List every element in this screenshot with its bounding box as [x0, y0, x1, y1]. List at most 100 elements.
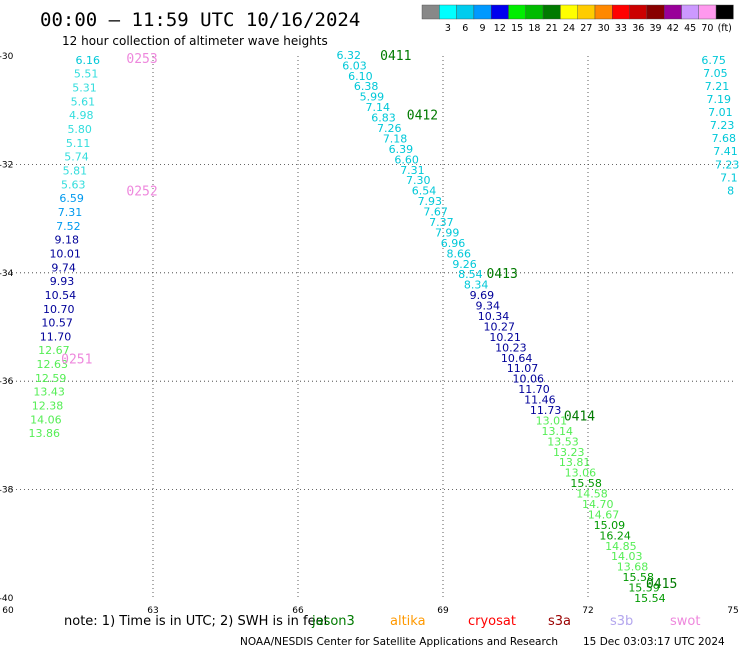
- wave-height-value: 7.31: [58, 206, 83, 219]
- wave-height-value: 8.66: [447, 247, 472, 260]
- wave-height-value: 12.63: [37, 358, 69, 371]
- legend-swatch: [560, 4, 578, 20]
- satellite-name: s3b: [610, 614, 633, 629]
- wave-height-value: 4.98: [69, 109, 94, 122]
- wave-height-value: 16.24: [599, 529, 631, 542]
- wave-height-value: 6.03: [342, 59, 367, 72]
- wave-height-value: 5.99: [360, 91, 385, 104]
- wave-height-value: 6.59: [59, 192, 84, 205]
- wave-height-value: 10.70: [43, 303, 75, 316]
- wave-height-value: 14.67: [588, 508, 620, 521]
- wave-height-value: 9.69: [470, 289, 495, 302]
- legend-swatch: [525, 4, 544, 20]
- satellite-list: jason3 altika cryosat s3a s3b swot: [311, 614, 700, 629]
- wave-height-value: 11.73: [530, 404, 562, 417]
- wave-height-value: 15.58: [623, 571, 655, 584]
- x-tick-label: 60: [2, 606, 14, 616]
- legend-swatch: [508, 4, 526, 20]
- chart-title: 00:00 – 11:59 UTC 10/16/2024: [40, 9, 360, 31]
- legend-swatch: [594, 4, 613, 20]
- wave-height-value: 7.30: [406, 174, 431, 187]
- wave-height-value: 13.81: [559, 456, 591, 469]
- satellite-name: cryosat: [468, 614, 516, 629]
- wave-height-value: 7.18: [383, 132, 408, 145]
- y-tick-label: -38: [0, 486, 14, 496]
- wave-height-value: 11.07: [507, 362, 539, 375]
- wave-height-value: 14.58: [576, 488, 608, 501]
- legend-label: 42: [667, 23, 679, 34]
- wave-height-value: 5.80: [67, 123, 92, 136]
- wave-height-value: 7.31: [400, 164, 425, 177]
- wave-height-value: 9.26: [452, 258, 477, 271]
- legend-label: 45: [684, 23, 696, 34]
- legend-swatch: [421, 4, 440, 20]
- wave-height-value: 7.19: [706, 93, 731, 106]
- wave-height-value: 7.1: [720, 171, 738, 184]
- wave-height-value: 9.74: [51, 261, 76, 274]
- y-tick-label: -40: [0, 594, 14, 604]
- wave-height-value: 8: [727, 184, 734, 197]
- wave-height-value: 9.18: [55, 234, 80, 247]
- x-tick-label: 69: [437, 606, 449, 616]
- wave-height-value: 12.38: [32, 400, 64, 413]
- legend-label: 39: [650, 23, 662, 34]
- pass-time-label: 0411: [380, 49, 411, 64]
- wave-height-value: 15.54: [634, 592, 666, 605]
- legend-swatch: [715, 4, 734, 20]
- wave-height-value: 5.11: [66, 137, 91, 150]
- legend-label: 33: [615, 23, 627, 34]
- wave-height-value: 7.67: [423, 206, 448, 219]
- wave-height-value: 11.70: [40, 330, 72, 343]
- wave-height-value: 14.85: [605, 540, 637, 553]
- y-tick-label: -30: [0, 52, 14, 62]
- chart-subtitle: 12 hour collection of altimeter wave hei…: [62, 34, 328, 48]
- wave-height-value: 10.57: [41, 317, 73, 330]
- wave-height-value: 12.59: [35, 372, 67, 385]
- pass-time-label: 0415: [646, 577, 677, 592]
- wave-height-value: 13.43: [33, 386, 65, 399]
- y-tick-label: -34: [0, 269, 14, 279]
- wave-height-value: 15.58: [570, 477, 602, 490]
- pass-time-label: 0252: [126, 184, 157, 199]
- wave-height-value: 6.83: [371, 112, 396, 125]
- wave-height-value: 13.06: [565, 467, 597, 480]
- pass-time-label: 0414: [564, 409, 595, 424]
- legend-unit: (ft): [718, 23, 732, 34]
- wave-height-value: 13.14: [541, 425, 573, 438]
- legend-label: 9: [480, 23, 486, 34]
- legend-label: 15: [511, 23, 523, 34]
- wave-height-value: 15.09: [594, 519, 626, 532]
- wave-height-value: 13.01: [536, 414, 568, 427]
- legend-swatch: [664, 4, 682, 20]
- wave-height-value: 8.54: [458, 268, 483, 281]
- wave-height-value: 14.03: [611, 550, 643, 563]
- pass-time-label: 0412: [407, 109, 438, 124]
- wave-height-value: 7.21: [705, 80, 730, 93]
- wave-height-value: 13.23: [553, 446, 585, 459]
- footer-credit: NOAA/NESDIS Center for Satellite Applica…: [240, 636, 558, 648]
- wave-height-value: 7.23: [710, 119, 735, 132]
- legend-label: 70: [701, 23, 713, 34]
- wave-height-value: 5.31: [72, 81, 97, 94]
- wave-height-value: 10.23: [495, 341, 527, 354]
- wave-height-value: 12.67: [38, 344, 70, 357]
- wave-height-value: 7.01: [708, 106, 733, 119]
- legend-label: 21: [546, 23, 558, 34]
- wave-height-value: 7.14: [365, 101, 390, 114]
- wave-height-value: 13.86: [29, 427, 61, 440]
- legend-swatch: [473, 4, 492, 20]
- x-tick-label: 66: [292, 606, 304, 616]
- legend-label: 6: [462, 23, 468, 34]
- legend-label: 3: [445, 23, 451, 34]
- wave-height-value: 6.32: [337, 49, 362, 62]
- wave-height-value: 10.54: [45, 289, 77, 302]
- pass-time-label: 0253: [126, 52, 157, 67]
- pass-time-labels: 0253 0252 0251 0411 0412 0413 0414 0415: [61, 49, 677, 592]
- wave-height-value: 5.61: [71, 95, 96, 108]
- wave-height-value: 7.23: [715, 158, 740, 171]
- legend-swatch: [542, 4, 561, 20]
- wave-height-value: 6.60: [394, 153, 419, 166]
- footer-generated: 15 Dec 03:03:17 UTC 2024: [583, 636, 725, 648]
- legend-swatch: [629, 4, 648, 20]
- footer-note: note: 1) Time is in UTC; 2) SWH is in fe…: [64, 614, 329, 629]
